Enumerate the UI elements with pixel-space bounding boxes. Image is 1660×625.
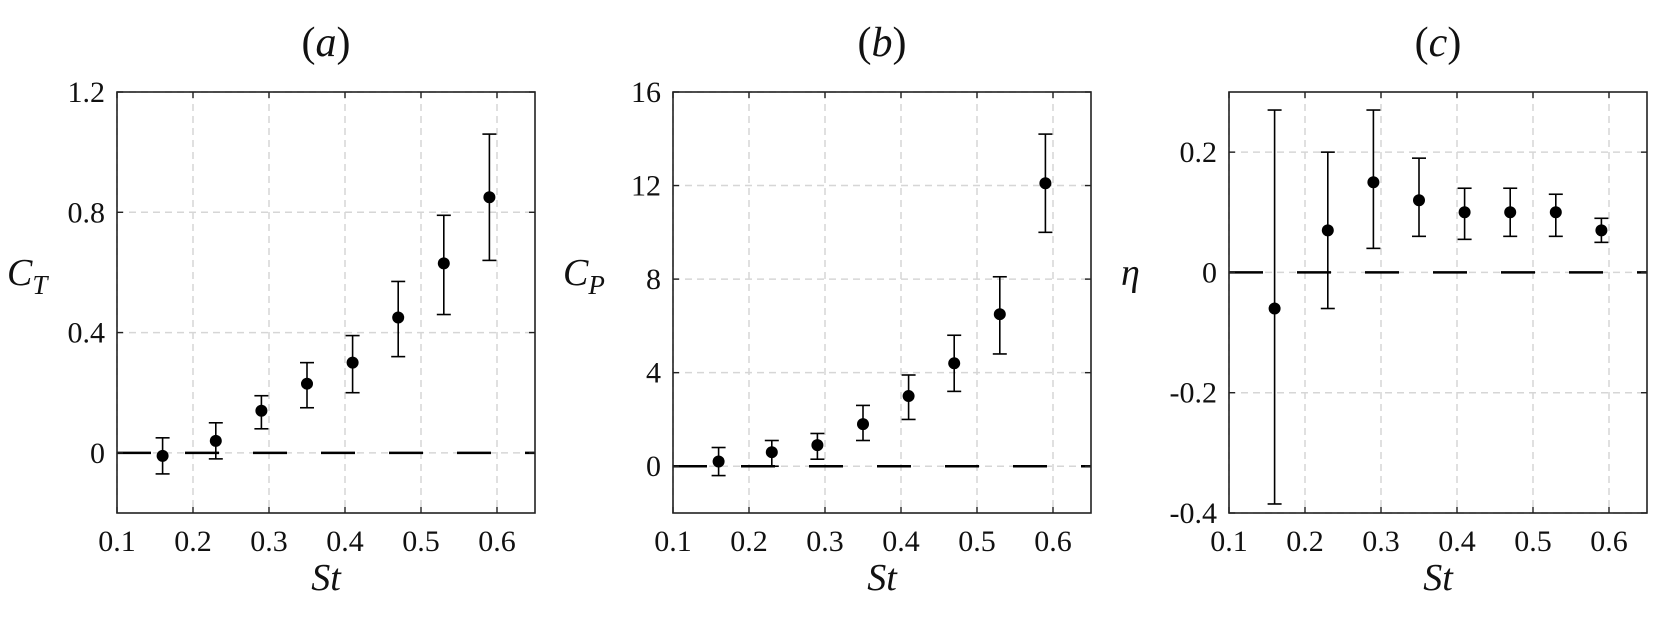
marker [209, 434, 222, 447]
data-point [1457, 187, 1472, 241]
axes-frame [1228, 91, 1648, 514]
y-tick-label: -0.4 [1170, 497, 1218, 530]
panel-b: 0.1 0.2 0.3 0.4 0.5 0.6 0 4 8 12 16 (b) St CP [563, 20, 1092, 599]
x-tick-label: 0.6 [1034, 525, 1072, 558]
x-tick-label: 0.6 [1590, 525, 1628, 558]
y-axis-label: η [1121, 252, 1140, 294]
y-tick-label: 12 [631, 170, 661, 203]
x-tick-label: 0.2 [730, 525, 768, 558]
y-tick-label: 0 [90, 437, 105, 470]
y-tick-label: 0 [646, 450, 661, 483]
data-point [810, 432, 825, 461]
y-axis-label: CT [7, 252, 49, 300]
marker [1039, 177, 1052, 190]
marker [1458, 206, 1471, 219]
data-point [992, 275, 1007, 355]
x-tick-label: 0.6 [478, 525, 516, 558]
data-point [254, 394, 269, 430]
axes-frame [116, 91, 536, 514]
marker [156, 449, 169, 462]
marker [437, 257, 450, 270]
marker [1504, 206, 1517, 219]
x-tick-label: 0.3 [250, 525, 288, 558]
x-axis-label: St [311, 557, 342, 599]
marker [255, 404, 268, 417]
panel-title: (c) [1415, 20, 1462, 66]
marker [1268, 302, 1281, 315]
data-point [1548, 193, 1563, 238]
marker [993, 308, 1006, 321]
y-tick-label: 0.8 [68, 196, 106, 229]
y-tick-label: 4 [646, 357, 661, 390]
y-tick-label: -0.2 [1170, 377, 1218, 410]
marker [483, 191, 496, 204]
y-tick-label: 0 [1202, 256, 1217, 289]
data-point [1366, 109, 1381, 250]
x-tick-label: 0.5 [1514, 525, 1552, 558]
y-tick-label: 16 [631, 76, 661, 109]
data-point [1320, 151, 1335, 310]
axes-frame [672, 91, 1092, 514]
data-point [1503, 187, 1518, 238]
data-point [711, 446, 726, 477]
y-tick-label: 0.2 [1180, 136, 1218, 169]
x-tick-label: 0.5 [958, 525, 996, 558]
y-tick-label: 8 [646, 263, 661, 296]
marker [902, 390, 915, 403]
marker [857, 418, 869, 431]
panel-title: (b) [858, 20, 907, 66]
data-point [345, 334, 360, 394]
x-tick-label: 0.2 [174, 525, 212, 558]
x-tick-label: 0.4 [882, 525, 920, 558]
data-point [436, 214, 451, 316]
marker [346, 356, 359, 369]
x-tick-label: 0.1 [98, 525, 136, 558]
x-tick-label: 0.3 [806, 525, 844, 558]
y-tick-label: 1.2 [68, 76, 106, 109]
panel-c: 0.1 0.2 0.3 0.4 0.5 0.6 -0.4 -0.2 0 0.2 (c) St η [1121, 20, 1648, 599]
marker [1367, 176, 1380, 189]
x-tick-label: 0.2 [1286, 525, 1324, 558]
data-point [1412, 157, 1426, 238]
marker [392, 311, 405, 324]
marker [811, 439, 824, 452]
x-axis-label: St [867, 557, 898, 599]
data-point [1038, 133, 1053, 234]
marker [1595, 224, 1608, 237]
data-point [901, 374, 916, 421]
data-point [155, 437, 170, 475]
data-point [856, 404, 870, 442]
x-tick-label: 0.5 [402, 525, 440, 558]
x-axis-label: St [1423, 557, 1454, 599]
data-point [1594, 217, 1609, 244]
marker [301, 377, 313, 390]
y-tick-label: 0.4 [68, 317, 106, 350]
data-point [947, 334, 962, 393]
x-tick-label: 0.1 [654, 525, 692, 558]
marker [712, 455, 725, 468]
x-tick-label: 0.4 [326, 525, 364, 558]
data-point [208, 421, 223, 460]
data-point [300, 361, 314, 409]
marker [1321, 224, 1334, 237]
data-point [482, 133, 497, 262]
data-point [391, 280, 406, 358]
marker [948, 357, 961, 370]
marker [765, 446, 778, 459]
panel-title: (a) [302, 20, 351, 66]
panel-a: 0.1 0.2 0.3 0.4 0.5 0.6 0 0.4 0.8 1.2 (a) St CT [7, 20, 536, 599]
data-point [764, 439, 779, 468]
y-axis-label: CP [563, 252, 605, 300]
marker [1549, 206, 1562, 219]
data-point [1267, 109, 1282, 505]
x-tick-label: 0.3 [1362, 525, 1400, 558]
marker [1413, 194, 1425, 207]
x-tick-label: 0.1 [1210, 525, 1248, 558]
x-tick-label: 0.4 [1438, 525, 1476, 558]
